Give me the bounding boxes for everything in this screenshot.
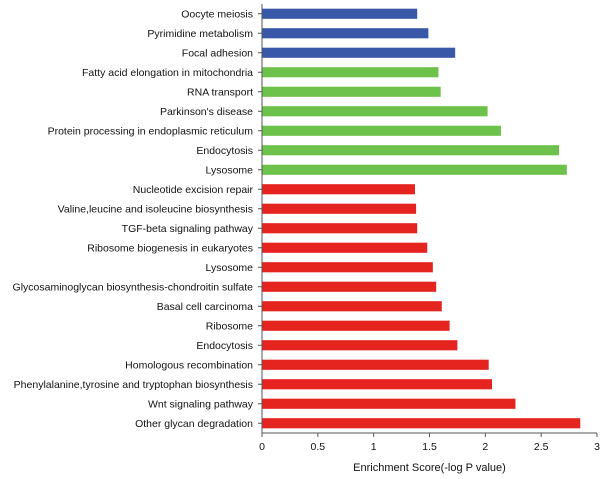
bar [262, 320, 450, 331]
category-label: Homologous recombination [125, 360, 253, 372]
bar [262, 106, 488, 117]
bar [262, 164, 567, 175]
x-ticks-group: 0 0.5 1 1.5 2 2.5 3 [259, 433, 600, 453]
x-tick-label: 1 [371, 441, 377, 453]
category-label: Other glycan degradation [135, 418, 253, 430]
category-label: Ribosome biogenesis in eukaryotes [87, 243, 253, 255]
bar [262, 86, 441, 97]
category-label: Focal adhesion [182, 48, 253, 60]
bar [262, 418, 581, 429]
category-label: Phenylalanine,tyrosine and tryptophan bi… [14, 379, 253, 391]
category-label: Fatty acid elongation in mitochondria [82, 67, 253, 79]
category-label: Pyrimidine metabolism [147, 28, 253, 40]
category-label: Endocytosis [196, 340, 253, 352]
x-axis-title: Enrichment Score(-log P value) [353, 462, 506, 474]
bar [262, 359, 489, 370]
category-label: Lysosome [206, 262, 254, 274]
bar [262, 184, 415, 195]
x-tick-label: 2.5 [534, 441, 549, 453]
bar [262, 28, 429, 39]
category-label: Protein processing in endoplasmic reticu… [48, 126, 254, 138]
category-label: RNA transport [187, 87, 253, 99]
category-label: Oocyte meiosis [181, 9, 253, 21]
category-label: Basal cell carcinoma [157, 301, 253, 313]
x-tick-label: 1.5 [422, 441, 437, 453]
bars-group [262, 8, 581, 429]
bar [262, 47, 456, 58]
bar [262, 262, 433, 273]
bar [262, 301, 442, 312]
category-label: Nucleotide excision repair [133, 184, 254, 196]
bar [262, 398, 516, 409]
bar [262, 145, 560, 156]
category-label: Parkinson's disease [160, 106, 253, 118]
bar [262, 281, 437, 292]
x-tick-label: 0.5 [311, 441, 326, 453]
bar [262, 203, 417, 214]
bar [262, 67, 439, 78]
category-label: Ribosome [206, 321, 253, 333]
bar [262, 242, 428, 253]
category-label: Wnt signaling pathway [148, 399, 254, 411]
category-labels-group: Oocyte meiosis Pyrimidine metabolism Focal… [13, 9, 262, 430]
x-tick-label: 0 [259, 441, 265, 453]
category-label: Lysosome [206, 165, 254, 177]
x-tick-label: 2 [482, 441, 488, 453]
bar [262, 223, 418, 234]
category-label: Endocytosis [196, 145, 253, 157]
category-label: Valine,leucine and isoleucine biosynthes… [58, 204, 253, 216]
bar [262, 340, 458, 351]
bar [262, 8, 418, 19]
category-label: TGF-beta signaling pathway [122, 223, 254, 235]
bar [262, 125, 501, 136]
category-label: Glycosaminoglycan biosynthesis-chondroit… [13, 282, 254, 294]
x-tick-label: 3 [594, 441, 600, 453]
bar [262, 379, 493, 390]
